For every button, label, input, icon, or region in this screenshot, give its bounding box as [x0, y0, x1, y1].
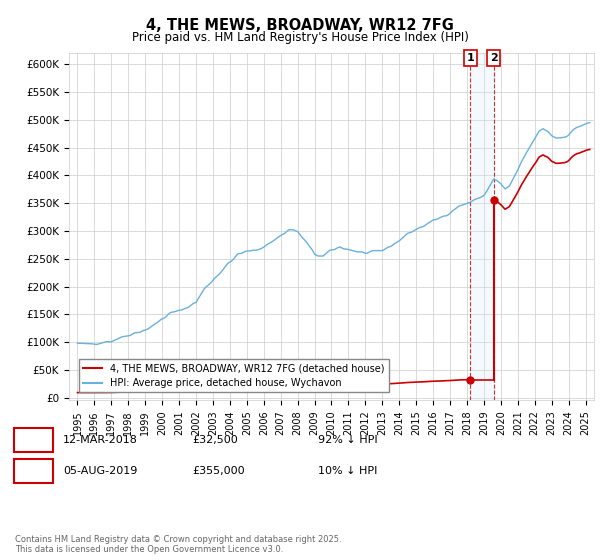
Legend: 4, THE MEWS, BROADWAY, WR12 7FG (detached house), HPI: Average price, detached h: 4, THE MEWS, BROADWAY, WR12 7FG (detache…	[79, 360, 389, 392]
Text: 2: 2	[490, 53, 497, 63]
Text: 1: 1	[466, 53, 474, 63]
Text: 10% ↓ HPI: 10% ↓ HPI	[318, 466, 377, 476]
Text: 05-AUG-2019: 05-AUG-2019	[63, 466, 137, 476]
Text: 1: 1	[29, 433, 38, 447]
Text: 92% ↓ HPI: 92% ↓ HPI	[318, 435, 377, 445]
Bar	[470, 53, 494, 400]
Text: Contains HM Land Registry data © Crown copyright and database right 2025.
This d: Contains HM Land Registry data © Crown c…	[15, 535, 341, 554]
Text: 12-MAR-2018: 12-MAR-2018	[63, 435, 138, 445]
Text: £32,500: £32,500	[192, 435, 238, 445]
Text: £355,000: £355,000	[192, 466, 245, 476]
Text: 2: 2	[29, 464, 38, 478]
Text: Price paid vs. HM Land Registry's House Price Index (HPI): Price paid vs. HM Land Registry's House …	[131, 31, 469, 44]
Text: 4, THE MEWS, BROADWAY, WR12 7FG: 4, THE MEWS, BROADWAY, WR12 7FG	[146, 18, 454, 33]
